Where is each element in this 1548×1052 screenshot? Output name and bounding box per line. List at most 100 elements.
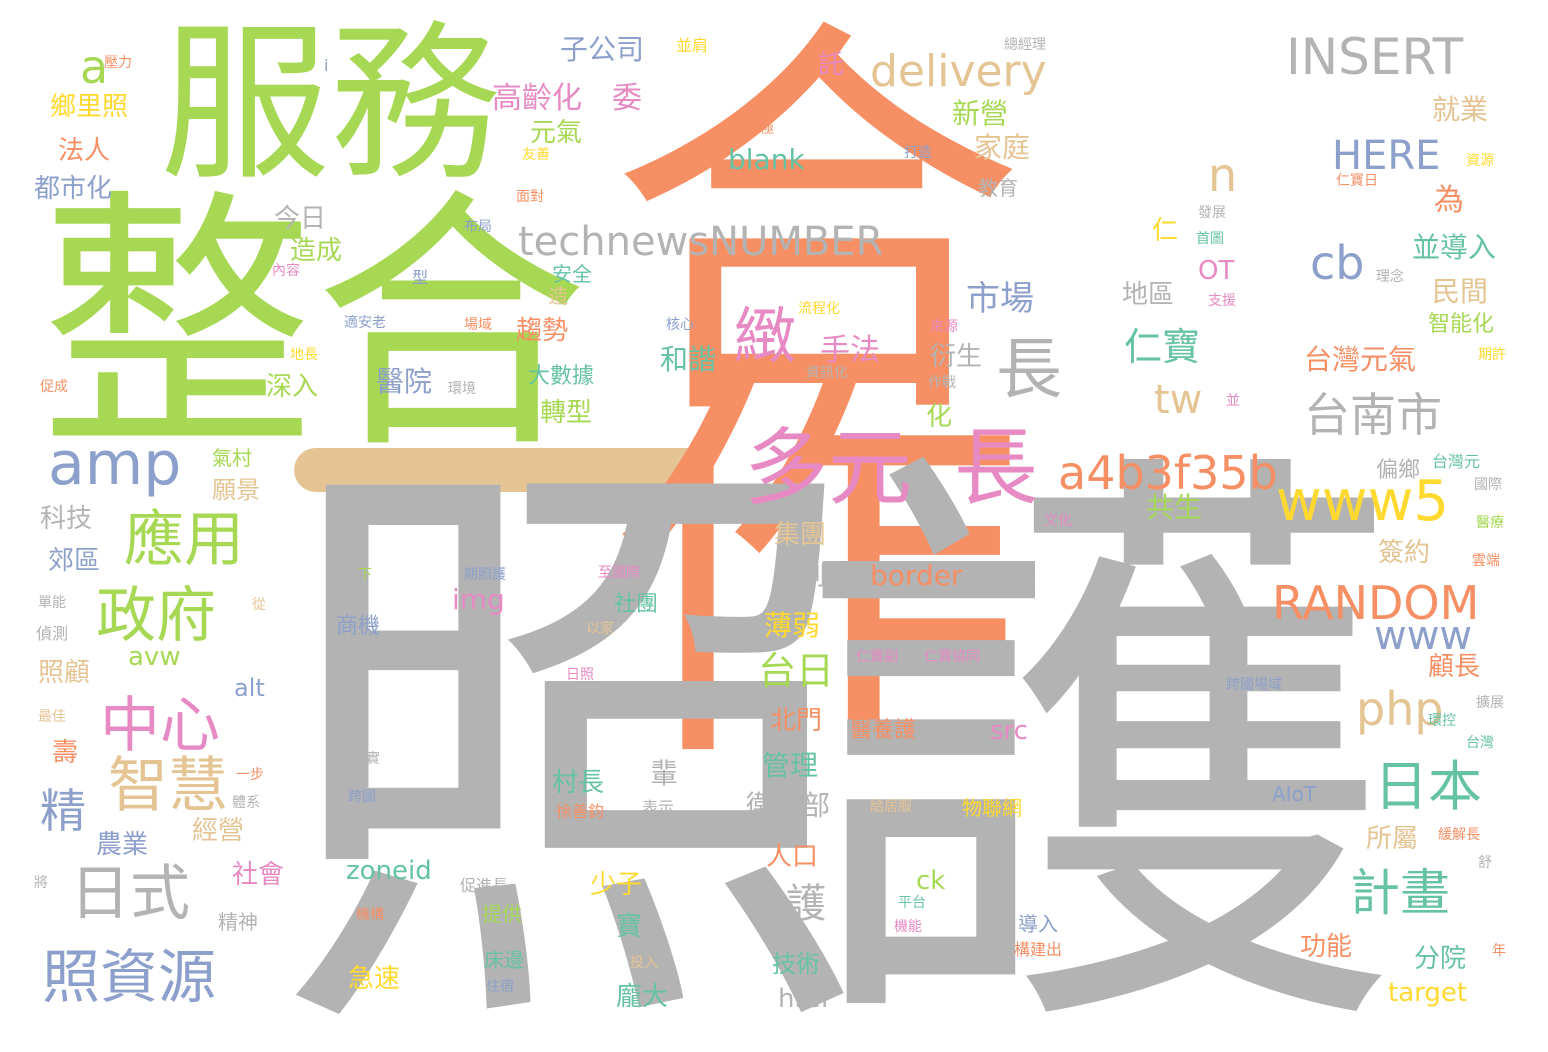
word: 總經理 [1004, 37, 1046, 53]
word: 智慧 [108, 751, 228, 821]
word: 型 [412, 268, 429, 287]
word: 期照護 [464, 567, 506, 583]
word: 元氣 [530, 118, 583, 148]
word: 鄉里照 [50, 92, 129, 122]
word: 簽約 [1378, 538, 1431, 568]
word: 集團 [774, 520, 827, 550]
word: 資訊化 [806, 365, 848, 381]
word: 長 [954, 419, 1039, 517]
word: 託 [818, 50, 845, 80]
word: 舒 [1478, 855, 1492, 871]
word: 並 [1226, 393, 1240, 409]
word: 就業 [1432, 93, 1489, 126]
word: 合作 [536, 6, 1023, 692]
word: 中心 [100, 691, 220, 761]
word: 並導入 [1412, 231, 1497, 264]
word: 技術 [772, 950, 820, 978]
word: 仁寶副 [856, 649, 898, 665]
word: 地區 [1122, 280, 1175, 310]
word: 日式 [70, 859, 190, 929]
word: 跨國場域 [1226, 677, 1282, 693]
word: 作戰 [928, 375, 956, 391]
word: 寶 [616, 912, 643, 942]
word: 教育 [978, 176, 1018, 200]
word: 護 [786, 881, 826, 927]
word: 一步 [236, 767, 264, 783]
word: 農業 [96, 830, 149, 860]
word: 民間 [1432, 275, 1489, 308]
word: a [80, 40, 109, 94]
word: 內容 [272, 263, 300, 279]
word: 壽 [52, 738, 79, 768]
word: 長 [985, 334, 1062, 402]
word: 市場 [966, 279, 1034, 319]
word: src [990, 716, 1028, 746]
word: a4b3f35b [1058, 446, 1278, 500]
word: 照資源 [42, 943, 217, 1011]
word: 提供 [482, 902, 522, 926]
word: 表示 [642, 798, 675, 817]
word: 促成 [40, 379, 68, 395]
word: 今日 [274, 204, 327, 234]
word: 商機 [336, 614, 381, 639]
underline-bar [294, 448, 710, 492]
word: 和諧 [660, 343, 717, 376]
word: 資源 [1466, 153, 1494, 169]
word: 平台 [898, 895, 926, 911]
word: 日本 [1374, 755, 1482, 818]
word: 仁 [1152, 216, 1179, 246]
word: amp [48, 429, 182, 499]
word: 高齡化 [492, 81, 582, 116]
word: 應用 [124, 505, 244, 575]
word: 大數據 [528, 364, 595, 389]
word: 所屬 [1366, 824, 1419, 854]
word: www [1374, 613, 1473, 659]
word: 場域 [464, 317, 492, 333]
word: 醫療 [1476, 515, 1504, 531]
word: 首圖 [1196, 231, 1224, 247]
word: 家庭 [974, 131, 1031, 164]
word: 挑戰 [356, 933, 384, 949]
word: 出 [338, 714, 362, 742]
word: 輩 [650, 757, 679, 790]
word: 仁寶協同 [924, 649, 980, 665]
word: 氣村 [212, 446, 252, 470]
word: 以家 [586, 621, 614, 637]
word: 健康 [1152, 905, 1180, 921]
word: 管理 [762, 749, 819, 782]
word: 單能 [38, 595, 66, 611]
word: 分院 [1414, 944, 1467, 974]
word: 來源 [930, 319, 958, 335]
word: 為 [1434, 183, 1464, 218]
word: OT [1198, 256, 1235, 286]
word: 友善 [522, 147, 550, 163]
word: php [1356, 682, 1444, 736]
word: alt [234, 674, 265, 702]
word: 適安老 [344, 315, 386, 331]
word: 安全 [552, 262, 592, 286]
word: 至國際 [598, 565, 640, 581]
word: HERE [1332, 133, 1441, 179]
word: 打造 [904, 145, 932, 161]
word: 人口 [766, 842, 819, 872]
word: 理念 [1376, 269, 1404, 285]
word: 緩解長 [1438, 827, 1480, 843]
word: 趨勢 [516, 316, 569, 346]
word: i [324, 56, 329, 75]
word: 服務 [160, 6, 501, 204]
word: target [1388, 978, 1468, 1008]
word: 多元 [744, 419, 913, 517]
word: 少子 [590, 870, 643, 900]
word: 偏鄉 [1376, 458, 1421, 483]
word: 支援 [1208, 293, 1236, 309]
word: 共生 [1146, 491, 1203, 524]
word: 轉型 [540, 398, 593, 428]
word: 日照 [566, 667, 594, 683]
word: 精 [40, 784, 86, 838]
word: 子公司 [560, 33, 645, 66]
word: 計畫 [1350, 864, 1450, 922]
word: cb [1310, 236, 1365, 290]
word: 徐善鈞 [556, 802, 605, 821]
word: 急速 [348, 964, 401, 994]
